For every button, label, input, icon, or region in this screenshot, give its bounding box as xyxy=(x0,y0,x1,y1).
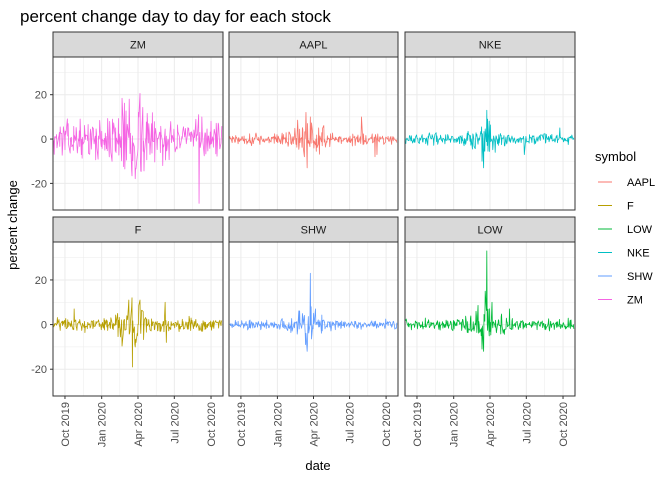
x-tick-label: Oct 2019 xyxy=(60,402,72,447)
legend-item-shw: SHW xyxy=(598,271,653,283)
series-line-f xyxy=(53,297,223,368)
legend-item-low: LOW xyxy=(598,224,653,236)
x-tick-label: Apr 2020 xyxy=(133,402,145,447)
y-tick-label: -20 xyxy=(31,178,47,190)
facet-strip xyxy=(404,31,576,58)
facet-strip xyxy=(52,31,224,58)
series-line-aapl xyxy=(229,112,398,169)
x-tick-label: Apr 2020 xyxy=(309,402,321,447)
x-tick-label: Jan 2020 xyxy=(449,402,461,447)
x-tick-label: Jan 2020 xyxy=(272,402,284,447)
x-tick-label: Oct 2020 xyxy=(206,402,218,447)
legend-item-zm: ZM xyxy=(598,295,643,307)
x-tick-label: Oct 2020 xyxy=(381,402,393,447)
x-tick-label: Oct 2019 xyxy=(236,402,248,447)
legend: symbol AAPL F LOW NKE SHW ZM xyxy=(595,149,655,307)
x-axis-title: date xyxy=(305,458,330,473)
y-tick-label: -20 xyxy=(31,364,47,376)
facet-strip-label: F xyxy=(135,225,142,237)
y-axis: 20 0 -20 20 0 -20 xyxy=(31,90,53,376)
x-tick-label: Jan 2020 xyxy=(97,402,109,447)
facet-aapl: AAPL xyxy=(228,31,399,211)
x-tick-label: Jul 2020 xyxy=(345,402,357,444)
chart-title: percent change day to day for each stock xyxy=(20,7,331,26)
y-tick-label: 20 xyxy=(35,90,47,102)
facet-strip-label: ZM xyxy=(130,40,146,52)
legend-label: SHW xyxy=(627,271,653,283)
facet-strip xyxy=(52,216,224,243)
facet-strip xyxy=(404,216,576,243)
x-tick-label: Oct 2020 xyxy=(558,402,570,447)
facet-strip-label: NKE xyxy=(479,40,502,52)
series-line-zm xyxy=(53,93,223,204)
x-axis: Oct 2019 Jan 2020 Apr 2020 Jul 2020 Oct 2020… xyxy=(60,396,570,447)
legend-item-aapl: AAPL xyxy=(598,177,655,189)
legend-title: symbol xyxy=(595,149,636,164)
facet-strip-label: SHW xyxy=(301,225,327,237)
series-line-low xyxy=(405,250,575,352)
series-line-shw xyxy=(229,272,398,352)
legend-item-f: F xyxy=(598,201,634,213)
y-tick-label: 0 xyxy=(41,320,47,332)
series-line-nke xyxy=(405,109,575,169)
legend-label: AAPL xyxy=(627,177,655,189)
legend-label: F xyxy=(627,201,634,213)
facet-strip-label: LOW xyxy=(477,225,503,237)
x-tick-label: Oct 2019 xyxy=(412,402,424,447)
facet-panels: ZM AAPL NKE F SHW LOW xyxy=(52,31,576,397)
x-tick-label: Jul 2020 xyxy=(169,402,181,444)
y-tick-label: 0 xyxy=(41,134,47,146)
legend-item-nke: NKE xyxy=(598,248,650,260)
facet-shw: SHW xyxy=(228,216,399,397)
facet-strip xyxy=(228,216,399,243)
facet-nke: NKE xyxy=(404,31,576,211)
legend-label: LOW xyxy=(627,224,653,236)
x-tick-label: Jul 2020 xyxy=(521,402,533,444)
facet-strip-label: AAPL xyxy=(299,40,327,52)
y-tick-label: 20 xyxy=(35,275,47,287)
facet-strip xyxy=(228,31,399,58)
facet-zm: ZM xyxy=(52,31,224,211)
legend-label: ZM xyxy=(627,295,643,307)
facet-f: F xyxy=(52,216,224,397)
legend-label: NKE xyxy=(627,248,650,260)
facet-low: LOW xyxy=(404,216,576,397)
x-tick-label: Apr 2020 xyxy=(485,402,497,447)
y-axis-title: percent change xyxy=(5,180,20,270)
